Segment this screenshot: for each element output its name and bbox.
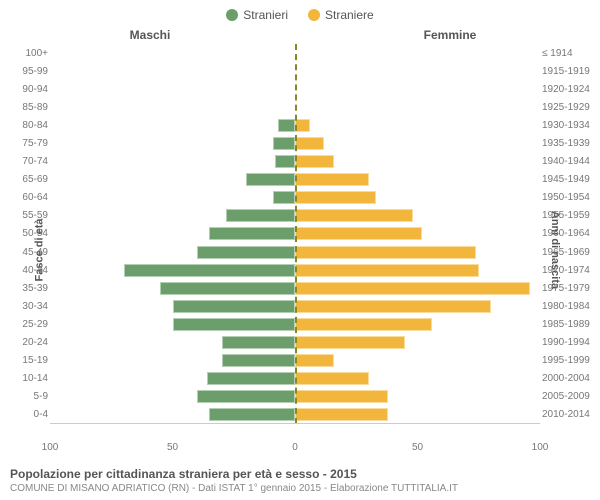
bar-male: [209, 408, 295, 421]
age-label: 25-29: [8, 319, 48, 330]
bar-male: [226, 209, 295, 222]
center-line: [295, 44, 297, 424]
birth-year-label: 1980-1984: [542, 301, 598, 312]
birth-year-label: 1985-1989: [542, 319, 598, 330]
age-label: 90-94: [8, 84, 48, 95]
bar-male: [160, 282, 295, 295]
bar-female: [295, 209, 413, 222]
column-headers: Maschi Femmine: [0, 28, 600, 42]
birth-year-label: 1950-1954: [542, 192, 598, 203]
age-label: 15-19: [8, 355, 48, 366]
footer: Popolazione per cittadinanza straniera p…: [10, 467, 590, 494]
birth-year-label: 1925-1929: [542, 102, 598, 113]
age-label: 20-24: [8, 337, 48, 348]
x-tick: 50: [167, 442, 178, 453]
birth-year-label: 1940-1944: [542, 156, 598, 167]
x-tick: 50: [412, 442, 423, 453]
bar-male: [173, 300, 296, 313]
bar-male: [173, 318, 296, 331]
legend-item-female: Straniere: [308, 8, 374, 22]
age-label: 50-54: [8, 228, 48, 239]
bar-male: [124, 264, 296, 277]
header-female: Femmine: [300, 28, 600, 42]
bar-female: [295, 372, 369, 385]
birth-year-label: 1965-1969: [542, 247, 598, 258]
age-label: 35-39: [8, 283, 48, 294]
birth-year-label: ≤ 1914: [542, 48, 598, 59]
age-label: 75-79: [8, 138, 48, 149]
birth-year-label: 2000-2004: [542, 373, 598, 384]
x-tick: 0: [292, 442, 298, 453]
age-label: 5-9: [8, 391, 48, 402]
birth-year-label: 1960-1964: [542, 228, 598, 239]
bar-female: [295, 390, 388, 403]
bar-female: [295, 300, 491, 313]
legend-swatch-female: [308, 9, 320, 21]
birth-year-label: 1930-1934: [542, 120, 598, 131]
bar-male: [246, 173, 295, 186]
footer-title: Popolazione per cittadinanza straniera p…: [10, 467, 590, 481]
bar-male: [197, 390, 295, 403]
x-axis-line: [50, 423, 540, 424]
bar-female: [295, 282, 530, 295]
bar-female: [295, 173, 369, 186]
age-label: 45-49: [8, 247, 48, 258]
legend-item-male: Stranieri: [226, 8, 288, 22]
chart-area: 100+≤ 191495-991915-191990-941920-192485…: [50, 44, 540, 424]
footer-sub: COMUNE DI MISANO ADRIATICO (RN) - Dati I…: [10, 483, 590, 494]
bar-male: [222, 354, 296, 367]
birth-year-label: 2005-2009: [542, 391, 598, 402]
age-label: 60-64: [8, 192, 48, 203]
age-label: 100+: [8, 48, 48, 59]
age-label: 10-14: [8, 373, 48, 384]
age-label: 70-74: [8, 156, 48, 167]
birth-year-label: 1970-1974: [542, 265, 598, 276]
birth-year-label: 1990-1994: [542, 337, 598, 348]
age-label: 0-4: [8, 409, 48, 420]
age-label: 85-89: [8, 102, 48, 113]
x-tick: 100: [532, 442, 549, 453]
bar-female: [295, 155, 334, 168]
bar-male: [275, 155, 295, 168]
birth-year-label: 1975-1979: [542, 283, 598, 294]
birth-year-label: 1955-1959: [542, 210, 598, 221]
bar-female: [295, 336, 405, 349]
bar-male: [273, 137, 295, 150]
legend: Stranieri Straniere: [0, 0, 600, 22]
bar-male: [273, 191, 295, 204]
bar-female: [295, 137, 324, 150]
legend-label-male: Stranieri: [243, 8, 288, 22]
age-label: 55-59: [8, 210, 48, 221]
age-label: 80-84: [8, 120, 48, 131]
bar-female: [295, 119, 310, 132]
legend-label-female: Straniere: [325, 8, 374, 22]
bar-male: [209, 227, 295, 240]
header-male: Maschi: [0, 28, 300, 42]
bar-male: [222, 336, 296, 349]
bar-male: [207, 372, 295, 385]
birth-year-label: 2010-2014: [542, 409, 598, 420]
bar-male: [197, 246, 295, 259]
bar-female: [295, 264, 479, 277]
birth-year-label: 1935-1939: [542, 138, 598, 149]
bar-male: [278, 119, 295, 132]
birth-year-label: 1920-1924: [542, 84, 598, 95]
birth-year-label: 1945-1949: [542, 174, 598, 185]
x-tick: 100: [42, 442, 59, 453]
bar-female: [295, 246, 476, 259]
age-label: 30-34: [8, 301, 48, 312]
birth-year-label: 1915-1919: [542, 66, 598, 77]
bar-female: [295, 227, 422, 240]
bar-female: [295, 191, 376, 204]
age-label: 40-44: [8, 265, 48, 276]
age-label: 95-99: [8, 66, 48, 77]
bar-female: [295, 408, 388, 421]
age-label: 65-69: [8, 174, 48, 185]
birth-year-label: 1995-1999: [542, 355, 598, 366]
bar-female: [295, 354, 334, 367]
bar-female: [295, 318, 432, 331]
legend-swatch-male: [226, 9, 238, 21]
